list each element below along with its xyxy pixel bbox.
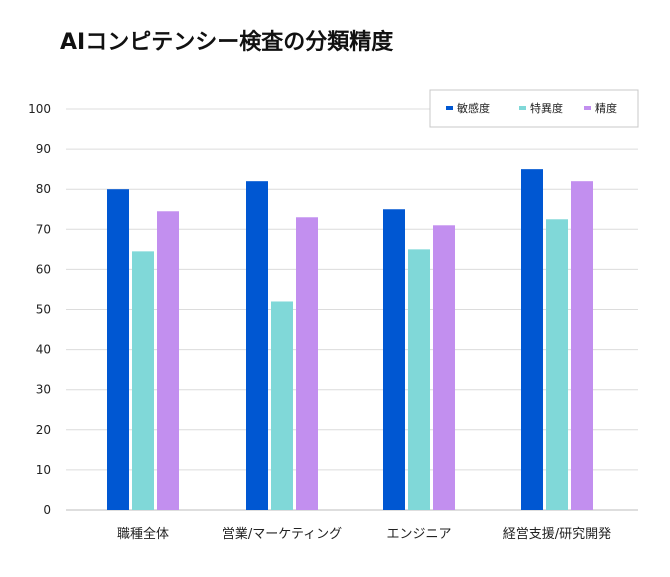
legend-swatch — [584, 106, 591, 110]
y-axis-ticks: 0 10 20 30 40 50 60 70 80 90 100 — [28, 102, 51, 517]
bar-2-1 — [408, 249, 430, 510]
y-tick-label: 70 — [36, 222, 51, 236]
y-tick-label: 60 — [36, 262, 51, 276]
bar-0-0 — [107, 189, 129, 510]
bar-1-0 — [246, 181, 268, 510]
x-category-label: 職種全体 — [117, 526, 169, 542]
y-tick-label: 80 — [36, 182, 51, 196]
legend-swatch — [519, 106, 526, 110]
bar-2-2 — [433, 225, 455, 511]
legend-label: 特異度 — [530, 101, 563, 115]
bars — [107, 169, 593, 511]
bar-2-0 — [383, 209, 405, 510]
x-category-label: 営業/マーケティング — [222, 526, 342, 542]
bar-3-0 — [521, 169, 543, 510]
bar-1-2 — [296, 217, 318, 510]
bar-0-2 — [157, 211, 179, 510]
legend-swatch — [446, 106, 453, 110]
x-axis-categories: 職種全体 営業/マーケティング エンジニア 経営支援/研究開発 — [117, 526, 611, 542]
y-tick-label: 100 — [28, 102, 51, 116]
legend-box — [429, 89, 639, 128]
y-tick-label: 10 — [36, 463, 51, 477]
bar-0-1 — [132, 251, 154, 511]
bar-3-2 — [571, 181, 593, 510]
y-tick-label: 40 — [36, 343, 51, 357]
y-tick-label: 30 — [36, 383, 51, 397]
y-tick-label: 90 — [36, 142, 51, 156]
y-tick-label: 20 — [36, 423, 51, 437]
x-category-label: 経営支援/研究開発 — [503, 527, 611, 542]
y-tick-label: 50 — [36, 303, 51, 317]
x-category-label: エンジニア — [386, 527, 451, 542]
bar-1-1 — [271, 301, 293, 510]
legend-label: 精度 — [595, 101, 617, 115]
legend-label: 敏感度 — [457, 101, 490, 115]
bar-3-1 — [546, 219, 568, 510]
chart-title: AIコンピテンシー検査の分類精度 — [60, 30, 394, 55]
y-tick-label: 0 — [43, 503, 51, 517]
legend: 敏感度 特異度 精度 — [429, 89, 639, 128]
